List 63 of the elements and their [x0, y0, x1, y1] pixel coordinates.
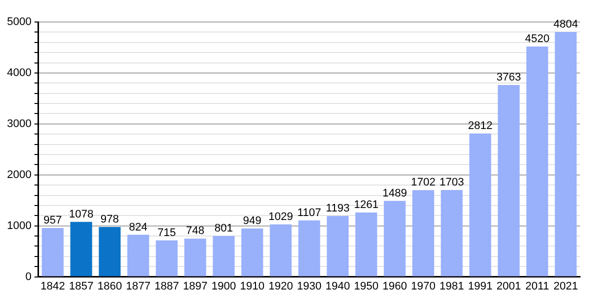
data-label: 4520: [525, 32, 550, 45]
bar: [298, 220, 320, 276]
bar: [70, 222, 92, 276]
bar: [326, 216, 349, 276]
data-label: 949: [243, 214, 262, 227]
bar: [384, 200, 406, 276]
bar: [156, 240, 178, 276]
x-tick-label: 1900: [211, 280, 236, 292]
x-tick-label: 1857: [68, 280, 94, 292]
y-tick-label: 4000: [6, 66, 32, 79]
y-tick-label: 1000: [6, 220, 32, 232]
y-tick-label: 0: [25, 270, 32, 283]
data-label: 2812: [468, 120, 492, 132]
bar: [270, 224, 292, 276]
bar: [440, 190, 463, 276]
bar: [412, 190, 434, 276]
data-label: 1078: [68, 208, 94, 220]
data-label: 801: [214, 222, 233, 235]
data-label: 1029: [268, 210, 293, 223]
x-tick-label: 1970: [411, 280, 436, 292]
bar: [212, 236, 235, 276]
data-label: 1702: [411, 176, 436, 189]
y-tick-label: 2000: [6, 168, 32, 181]
x-tick-label: 1920: [268, 280, 293, 292]
data-label: 3763: [496, 72, 521, 84]
data-label: 1703: [440, 176, 464, 189]
x-tick-label: 1842: [40, 280, 65, 292]
data-label: 1261: [354, 199, 378, 212]
bar: [184, 238, 206, 276]
bar: [526, 46, 548, 276]
x-tick-label: 1860: [97, 280, 122, 292]
bar: [241, 228, 264, 276]
x-tick-label: 1930: [296, 280, 322, 292]
bar: [554, 32, 577, 276]
data-label: 824: [129, 221, 148, 234]
x-tick-label: 1897: [182, 280, 208, 292]
bar: [355, 212, 378, 276]
bar: [42, 228, 64, 276]
data-label: 978: [100, 213, 119, 226]
bar: [469, 134, 492, 276]
data-label: 1193: [326, 202, 350, 215]
bar: [498, 85, 520, 276]
y-tick-label: 5000: [6, 16, 32, 28]
x-tick-label: 1991: [468, 280, 492, 292]
x-tick-label: 1887: [154, 280, 179, 292]
x-tick-label: 1950: [354, 280, 378, 292]
data-label: 715: [158, 226, 176, 239]
bar: [98, 226, 121, 276]
data-label: 957: [44, 214, 62, 227]
x-tick-label: 2011: [525, 280, 550, 292]
y-tick-label: 3000: [6, 118, 32, 130]
x-tick-label: 1940: [325, 280, 350, 292]
x-tick-label: 1877: [126, 280, 150, 292]
x-tick-label: 2001: [496, 280, 521, 292]
x-tick-label: 2021: [554, 280, 578, 292]
bar: [127, 234, 150, 276]
x-tick-label: 1910: [240, 280, 264, 292]
data-label: 1107: [297, 206, 322, 219]
x-tick-label: 1960: [382, 280, 407, 292]
data-label: 748: [186, 225, 204, 238]
x-tick-label: 1981: [440, 280, 464, 292]
data-label: 4804: [554, 18, 578, 31]
data-label: 1489: [382, 187, 407, 200]
